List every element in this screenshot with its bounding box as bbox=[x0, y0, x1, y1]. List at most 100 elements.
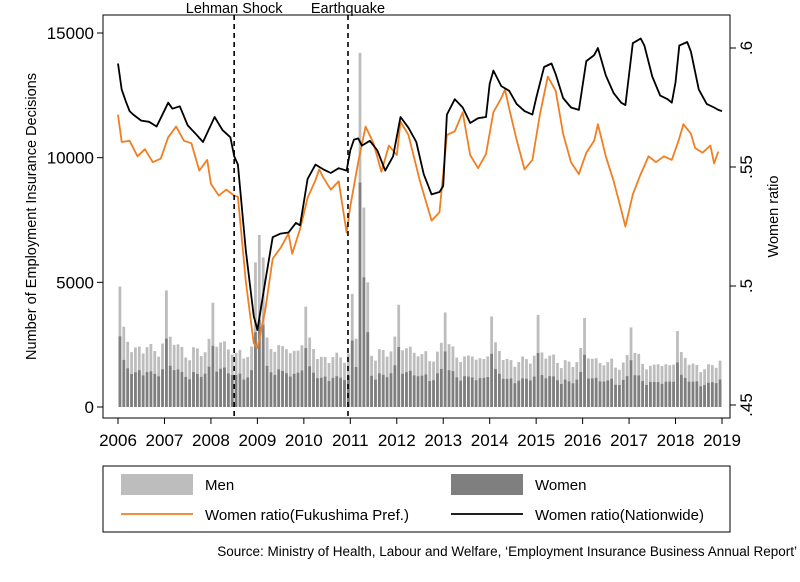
x-tick-label: 2016 bbox=[564, 431, 602, 450]
x-tick-label: 2013 bbox=[424, 431, 462, 450]
bar-women bbox=[590, 378, 594, 407]
bar-women bbox=[424, 374, 428, 407]
bar-women bbox=[501, 378, 505, 407]
bar-women bbox=[269, 372, 273, 407]
bar-women bbox=[451, 371, 455, 407]
bar-women bbox=[288, 376, 292, 407]
bar-women bbox=[583, 354, 586, 407]
bar-women bbox=[687, 381, 691, 407]
x-tick-label: 2008 bbox=[192, 431, 230, 450]
bar-women bbox=[370, 375, 373, 407]
bar-women bbox=[625, 376, 629, 407]
bar-women bbox=[641, 381, 645, 407]
bar-women bbox=[130, 374, 133, 407]
bar-women bbox=[714, 383, 718, 407]
bar-women bbox=[548, 376, 552, 407]
bar-women bbox=[645, 385, 648, 407]
bar-women bbox=[490, 353, 494, 407]
event-lines: Lehman Shock Earthquake bbox=[186, 1, 385, 418]
bar-women bbox=[323, 376, 327, 407]
x-tick-label: 2011 bbox=[332, 431, 369, 450]
bar-women bbox=[618, 385, 621, 407]
bar-women bbox=[165, 338, 168, 407]
bar-women bbox=[594, 377, 598, 407]
bar-women bbox=[544, 378, 548, 407]
bar-women bbox=[621, 379, 625, 407]
x-tick-label: 2014 bbox=[471, 431, 509, 450]
bar-women bbox=[652, 381, 656, 407]
legend-label-ratio_nationwide: Women ratio(Nationwide) bbox=[535, 507, 704, 524]
bar-women bbox=[195, 373, 199, 407]
bar-women bbox=[180, 371, 184, 407]
legend-box bbox=[102, 465, 731, 533]
x-tick-label: 2018 bbox=[657, 431, 695, 450]
bar-women bbox=[567, 381, 571, 407]
bar-women bbox=[308, 366, 312, 407]
bar-women bbox=[277, 369, 281, 407]
bar-women bbox=[505, 378, 509, 407]
bar-women bbox=[602, 381, 606, 407]
bar-women bbox=[265, 365, 269, 407]
bar-women bbox=[536, 352, 540, 407]
bar-women bbox=[192, 372, 195, 407]
bar-women bbox=[707, 382, 710, 407]
legend-label-women: Women bbox=[535, 477, 586, 494]
x-tick-label: 2017 bbox=[610, 431, 648, 450]
bar-women bbox=[312, 372, 315, 407]
bar-women bbox=[579, 372, 583, 407]
legend-swatch-men bbox=[121, 474, 193, 495]
bar-women bbox=[327, 380, 331, 407]
bar-women bbox=[153, 373, 157, 407]
bar-women bbox=[633, 375, 637, 407]
bar-women bbox=[374, 379, 377, 407]
bar-women bbox=[474, 380, 478, 407]
bar-women bbox=[137, 370, 141, 407]
bar-women bbox=[377, 373, 381, 407]
y-left-axis-label: Number of Employment Insurance Decisions bbox=[24, 73, 40, 360]
bar-women bbox=[281, 371, 284, 407]
bar-women bbox=[432, 380, 435, 407]
event-label: Lehman Shock bbox=[186, 1, 283, 17]
bar-women bbox=[521, 378, 524, 407]
bar-women bbox=[211, 345, 215, 407]
event-label: Earthquake bbox=[311, 1, 385, 17]
bar-women bbox=[463, 376, 466, 407]
bar-women bbox=[482, 377, 486, 407]
bar-women bbox=[126, 368, 130, 407]
bar-women bbox=[296, 372, 300, 407]
bar-women bbox=[676, 362, 679, 407]
bar-women bbox=[401, 373, 404, 407]
bar-women bbox=[556, 380, 559, 407]
y-right-tick-label: .45 bbox=[737, 393, 756, 417]
bar-women bbox=[672, 381, 675, 407]
bar-women bbox=[575, 379, 579, 407]
bar-women bbox=[234, 375, 238, 407]
bar-women bbox=[339, 377, 343, 407]
bar-women bbox=[188, 379, 192, 407]
bar-women bbox=[149, 371, 153, 407]
bar-women bbox=[486, 377, 490, 407]
bar-women bbox=[455, 377, 459, 407]
bar-women bbox=[319, 377, 323, 407]
bar-women bbox=[254, 332, 257, 407]
bar-women bbox=[470, 377, 474, 407]
bar-women bbox=[238, 373, 242, 407]
bar-women bbox=[273, 374, 277, 407]
y-right-tick-label: .5 bbox=[737, 279, 756, 293]
bar-women bbox=[405, 372, 408, 407]
bar-women bbox=[436, 373, 439, 407]
bar-women bbox=[598, 381, 602, 407]
bar-women bbox=[381, 374, 385, 407]
bar-women bbox=[366, 332, 370, 407]
bar-women bbox=[637, 375, 641, 407]
bar-women bbox=[710, 382, 714, 407]
bar-women bbox=[610, 378, 614, 407]
bar-women bbox=[389, 373, 393, 407]
bar-women bbox=[629, 360, 633, 407]
bar-women bbox=[207, 366, 211, 407]
y-left-tick-label: 10000 bbox=[47, 149, 94, 168]
bar-women bbox=[261, 324, 265, 407]
bar-women bbox=[335, 376, 339, 407]
bar-women bbox=[300, 370, 304, 407]
bar-women bbox=[292, 373, 296, 407]
